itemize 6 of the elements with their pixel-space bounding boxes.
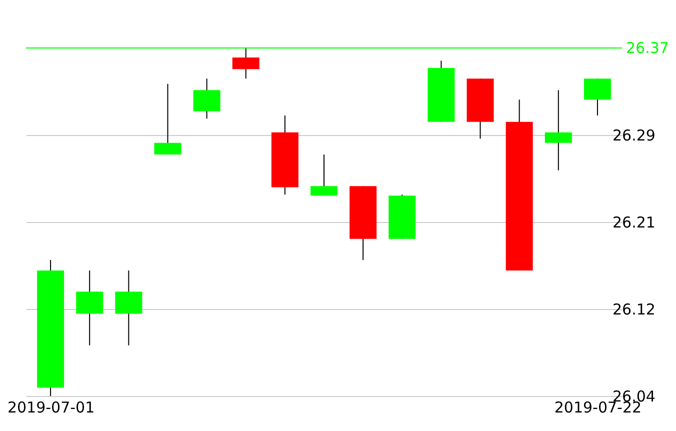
y-tick-label: 26.21 — [612, 214, 656, 232]
x-tick-label: 2019-07-01 — [7, 398, 95, 416]
y-tick-label: 26.29 — [612, 126, 656, 144]
candlestick — [544, 90, 572, 171]
ref-line-label: 26.37 — [626, 39, 669, 57]
y-tick-label: 26.12 — [612, 300, 656, 318]
